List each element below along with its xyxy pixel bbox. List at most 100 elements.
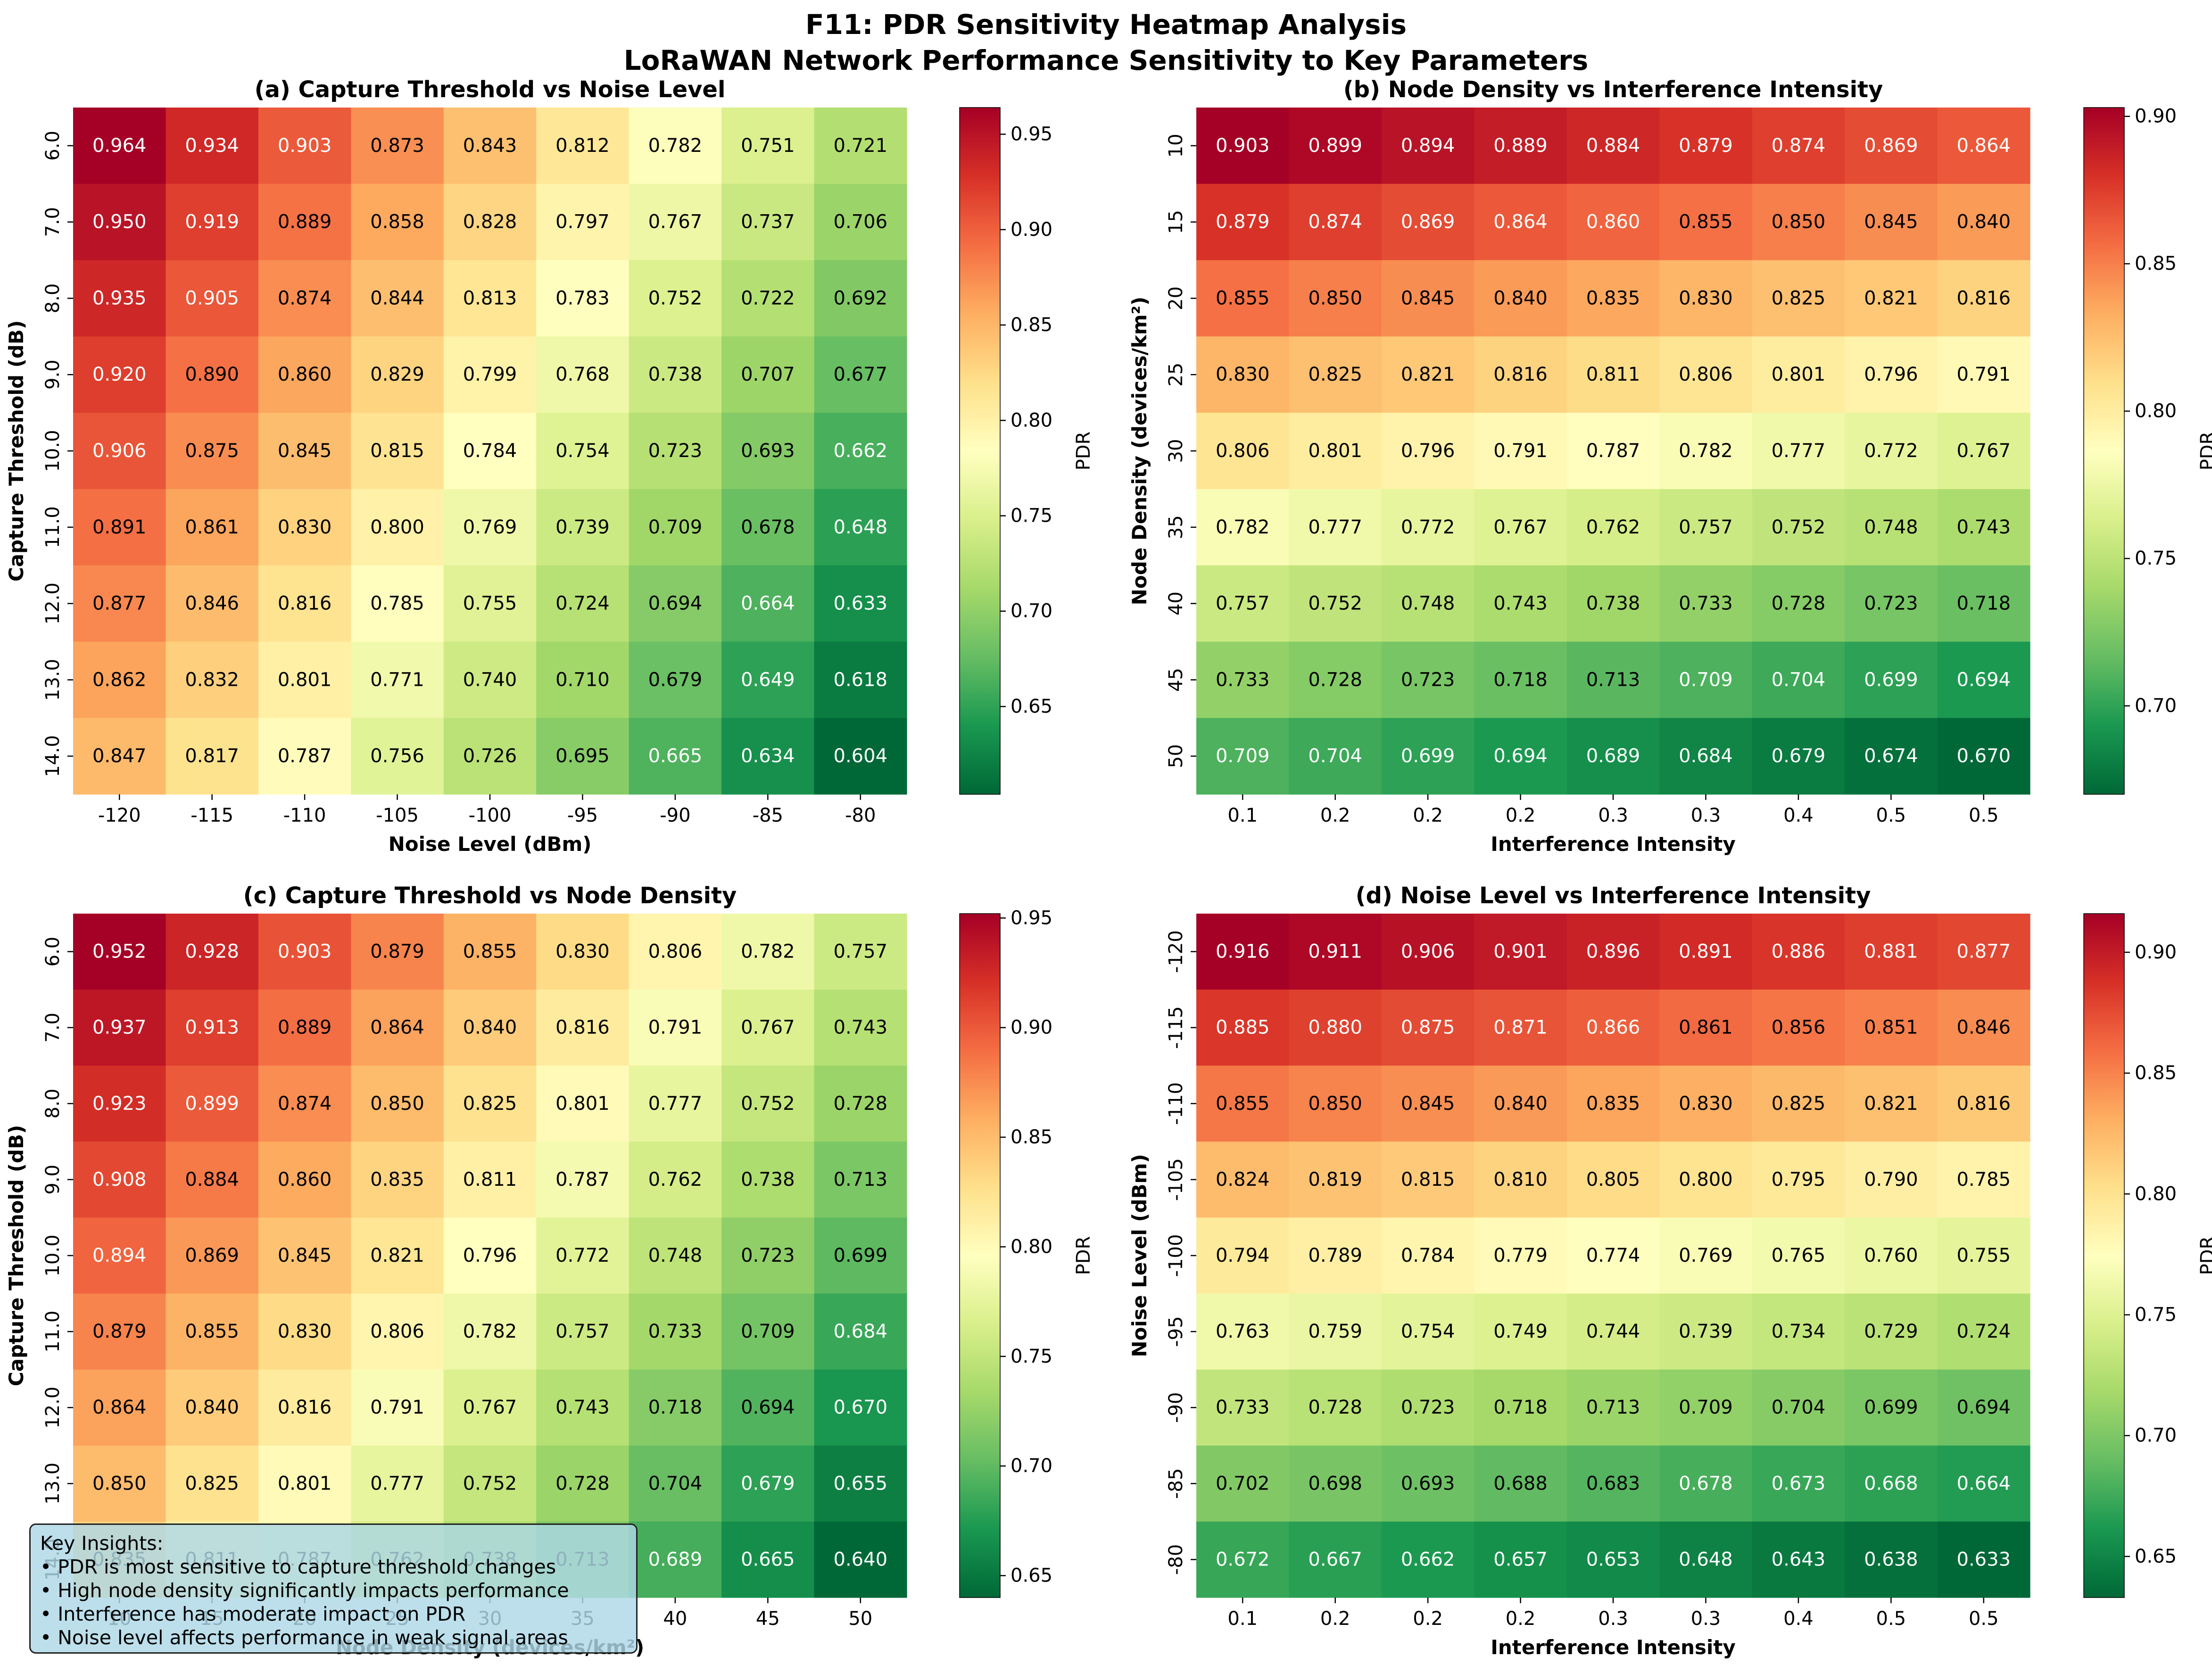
y-axis-label: Node Density (devices/km²) <box>1128 297 1151 605</box>
cell-value-label: 0.755 <box>1957 1245 2011 1266</box>
cell-value-label: 0.864 <box>92 1397 147 1418</box>
x-tick-label: -80 <box>845 805 876 826</box>
cell-value-label: 0.879 <box>92 1321 147 1342</box>
heatmap-cell <box>443 1369 537 1446</box>
cell-value-label: 0.787 <box>278 745 332 767</box>
cell-value-label: 0.759 <box>1308 1321 1362 1342</box>
heatmap-cell <box>1659 990 1753 1066</box>
heatmap-cell <box>721 1369 815 1446</box>
heatmap-cell <box>1566 413 1660 490</box>
heatmap-cell <box>814 990 907 1066</box>
heatmap-cell <box>629 1445 722 1522</box>
heatmap-cell <box>351 108 444 184</box>
cell-value-label: 0.772 <box>555 1245 610 1266</box>
colorbar-label: PDR <box>2197 432 2212 471</box>
heatmap-cell <box>443 183 537 261</box>
cell-value-label: 0.806 <box>1216 440 1270 462</box>
cell-value-label: 0.763 <box>1216 1321 1270 1342</box>
heatmap-cell <box>166 336 259 413</box>
cell-value-label: 0.830 <box>555 941 610 963</box>
x-tick-label: -95 <box>567 805 598 826</box>
heatmap-cell <box>1937 641 2030 718</box>
heatmap-cell <box>73 108 166 184</box>
colorbar-tick-label: 0.70 <box>1011 1455 1052 1477</box>
cell-value-label: 0.767 <box>1957 440 2011 462</box>
cell-value-label: 0.739 <box>555 516 610 538</box>
cell-value-label: 0.830 <box>1216 364 1270 385</box>
heatmap-cell <box>73 641 166 718</box>
cell-value-label: 0.828 <box>463 211 517 233</box>
heatmap-cell <box>1566 260 1660 337</box>
heatmap-cell <box>814 718 907 795</box>
heatmap-cell <box>1845 1065 1938 1142</box>
cell-value-label: 0.869 <box>1401 211 1455 233</box>
cell-value-label: 0.767 <box>648 211 703 233</box>
cell-value-label: 0.709 <box>1679 1397 1733 1418</box>
cell-value-label: 0.884 <box>185 1169 239 1190</box>
heatmap-cell <box>629 336 722 413</box>
cell-value-label: 0.824 <box>1216 1169 1270 1190</box>
heatmap-cell <box>258 914 351 990</box>
heatmap-cell <box>814 489 907 566</box>
cell-value-label: 0.648 <box>834 516 888 538</box>
cell-value-label: 0.777 <box>648 1093 703 1115</box>
cell-value-label: 0.728 <box>1772 593 1826 615</box>
cell-value-label: 0.756 <box>370 745 424 767</box>
cell-value-label: 0.810 <box>1493 1169 1548 1190</box>
heatmap-cell <box>1937 1293 2030 1370</box>
colorbar-tick-label: 0.75 <box>2135 1304 2177 1326</box>
cell-value-label: 0.794 <box>1216 1245 1270 1266</box>
cell-value-label: 0.774 <box>1586 1245 1640 1266</box>
heatmap-cell <box>1381 914 1475 990</box>
heatmap-cell <box>721 336 815 413</box>
cell-value-label: 0.733 <box>1216 669 1270 691</box>
heatmap-cell <box>1566 489 1660 566</box>
heatmap-cell <box>351 565 444 642</box>
cell-value-label: 0.850 <box>92 1473 147 1494</box>
heatmap-cell <box>814 260 907 337</box>
heatmap-cell <box>443 413 537 490</box>
cell-value-label: 0.767 <box>741 1017 795 1039</box>
cell-value-label: 0.689 <box>648 1548 703 1570</box>
heatmap-cell <box>1937 990 2030 1066</box>
heatmap-cell <box>1289 1217 1382 1294</box>
cell-value-label: 0.830 <box>1679 1093 1733 1115</box>
cell-value-label: 0.797 <box>555 211 610 233</box>
cell-value-label: 0.811 <box>1586 364 1640 385</box>
heatmap-cell <box>351 990 444 1066</box>
heatmap-cell <box>721 108 815 184</box>
cell-value-label: 0.796 <box>1864 364 1918 385</box>
heatmap-cell <box>166 565 259 642</box>
y-tick-label: 8.0 <box>42 283 64 314</box>
cell-value-label: 0.749 <box>1493 1321 1548 1342</box>
cell-value-label: 0.684 <box>1679 745 1733 767</box>
heatmap-cell <box>1381 1217 1475 1294</box>
cell-value-label: 0.825 <box>1772 1093 1826 1115</box>
heatmap-cell <box>73 1445 166 1522</box>
x-tick-label: 0.2 <box>1320 805 1350 826</box>
cell-value-label: 0.801 <box>1308 440 1362 462</box>
cell-value-label: 0.860 <box>278 364 332 385</box>
heatmap-cell <box>814 1445 907 1522</box>
cell-value-label: 0.721 <box>834 135 888 157</box>
colorbar-tick-label: 0.85 <box>1011 314 1052 336</box>
heatmap-cell <box>1659 1521 1753 1598</box>
cell-value-label: 0.816 <box>1957 287 2011 309</box>
colorbar-tick-label: 0.70 <box>2135 1425 2177 1447</box>
cell-value-label: 0.733 <box>648 1321 703 1342</box>
cell-value-label: 0.879 <box>370 941 424 963</box>
heatmap-cell <box>1381 1369 1475 1446</box>
cell-value-label: 0.664 <box>1957 1473 2011 1494</box>
x-axis-label: Interference Intensity <box>1491 832 1736 856</box>
cell-value-label: 0.796 <box>1401 440 1455 462</box>
heatmap-cell <box>351 183 444 261</box>
heatmap-cell <box>1196 990 1290 1066</box>
heatmap-cell <box>1289 413 1382 490</box>
heatmap-cell <box>814 413 907 490</box>
cell-value-label: 0.840 <box>463 1017 517 1039</box>
cell-value-label: 0.846 <box>1957 1017 2011 1039</box>
heatmap-cell <box>1752 718 1845 795</box>
cell-value-label: 0.791 <box>648 1017 703 1039</box>
heatmap-cell <box>1474 413 1567 490</box>
panel-title: (a) Capture Threshold vs Noise Level <box>255 76 726 103</box>
